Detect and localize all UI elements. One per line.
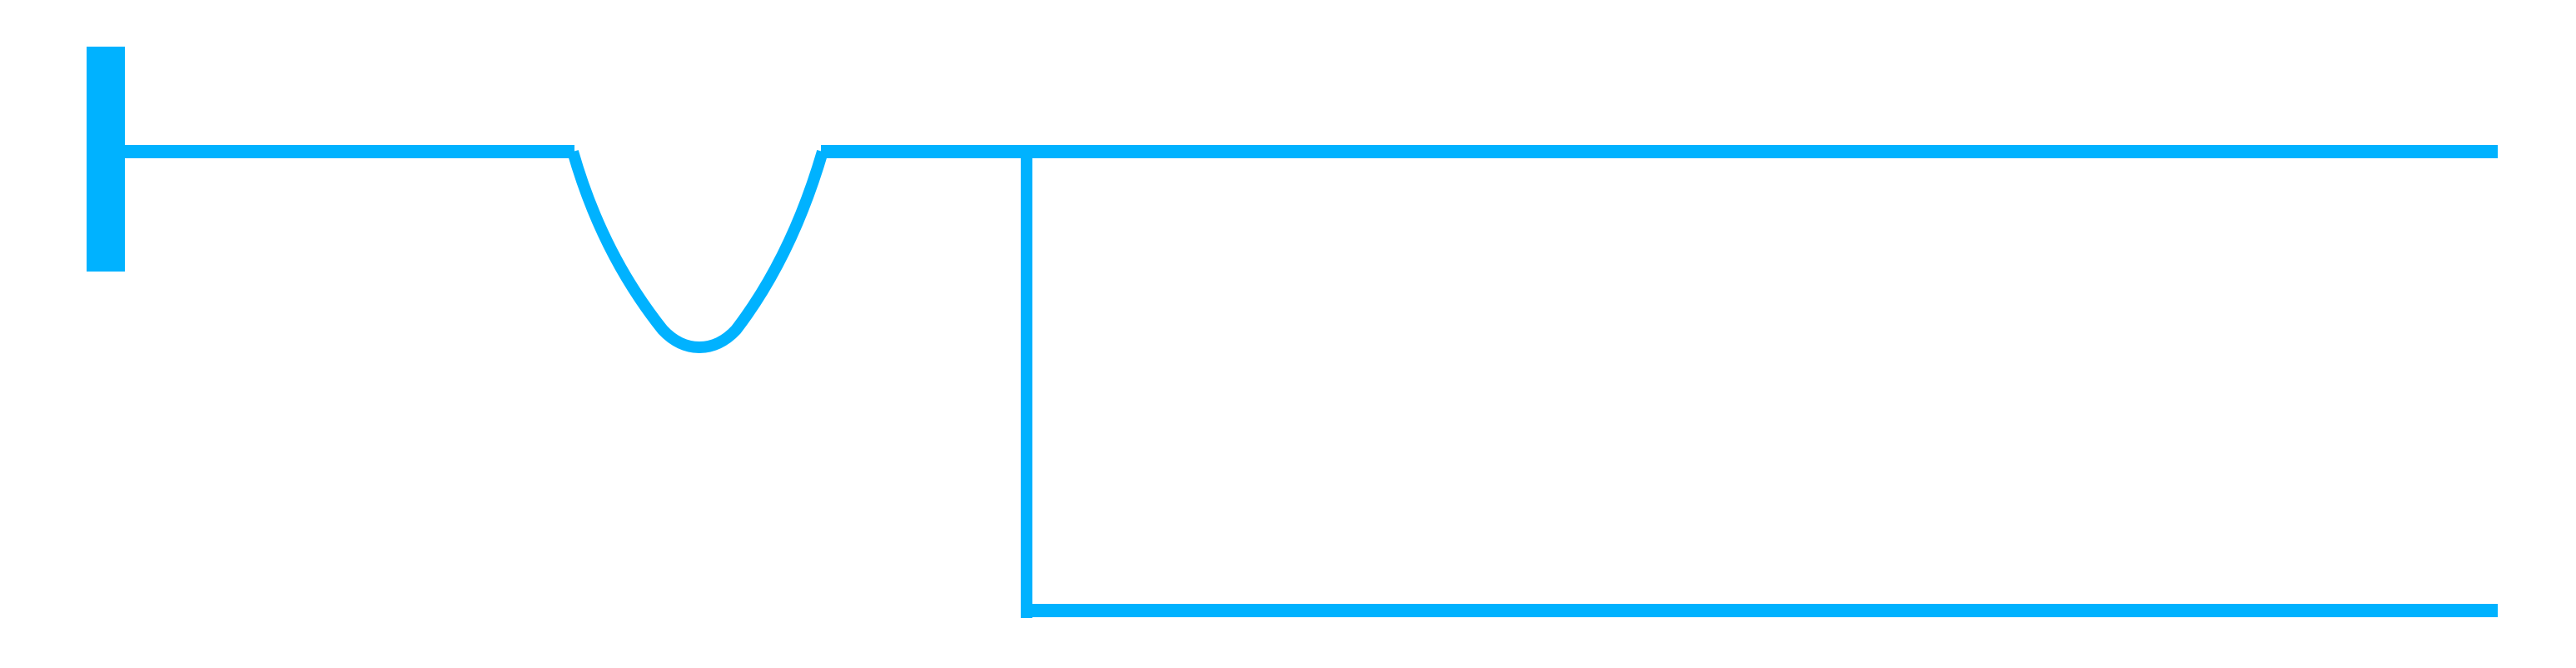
vertical-end-bar — [87, 47, 125, 272]
u-shaped-dip — [567, 150, 828, 353]
